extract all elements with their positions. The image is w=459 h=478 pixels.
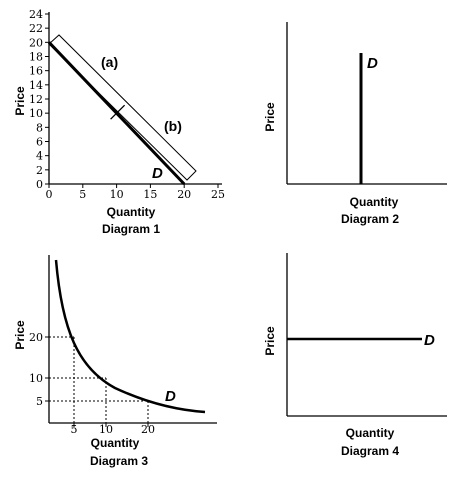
d1-x-tick-label: 20 (177, 188, 191, 201)
d1-x-label: Quantity (107, 205, 156, 219)
diagram-4: D Price Quantity Diagram 4 (263, 253, 447, 458)
d1-x-tick-label: 25 (211, 188, 225, 201)
d2-curve-label: D (367, 55, 378, 72)
d4-x-label: Quantity (346, 426, 395, 440)
d3-y-tick-20: 20 (29, 331, 43, 344)
d1-title: Diagram 1 (102, 222, 160, 236)
d1-y-tick-label: 18 (29, 51, 43, 64)
d4-title: Diagram 4 (341, 444, 399, 458)
d1-midpoint-mark (110, 104, 126, 120)
d1-bracket-box (48, 34, 197, 181)
d4-y-label: Price (263, 326, 277, 356)
d3-x-tick-10: 10 (99, 423, 113, 436)
diagram-2: D Price Quantity Diagram 2 (263, 22, 447, 226)
d1-y-tick-label: 24 (29, 8, 43, 21)
d1-x-tick-label: 0 (46, 188, 53, 201)
d1-label-a: (a) (101, 54, 118, 70)
diagram-3: 20 10 5 5 10 20 D Price Quantity Diagram… (13, 255, 217, 468)
d1-y-tick-label: 0 (36, 178, 43, 191)
d3-title: Diagram 3 (90, 454, 148, 468)
d2-title: Diagram 2 (341, 212, 399, 226)
d1-y-tick-label: 6 (36, 136, 43, 149)
d3-demand-curve (54, 259, 206, 414)
d4-curve-label: D (424, 332, 435, 349)
d1-x-tick-labels: 0 5 10 15 20 25 (46, 188, 226, 201)
d1-ticks (45, 13, 219, 188)
d1-y-tick-label: 22 (29, 22, 43, 35)
d1-label-b: (b) (164, 118, 182, 134)
d1-y-tick-label: 14 (29, 79, 43, 92)
d2-x-label: Quantity (350, 195, 399, 209)
d3-x-tick-5: 5 (71, 423, 78, 436)
d1-x-tick-label: 15 (143, 188, 157, 201)
d3-curve-label: D (165, 388, 176, 405)
d1-y-tick-label: 16 (29, 65, 43, 78)
d1-y-label: Price (13, 86, 27, 116)
d3-axis-ticks (45, 336, 149, 427)
d3-x-tick-20: 20 (141, 423, 155, 436)
d1-x-tick-label: 10 (110, 188, 124, 201)
d1-y-tick-label: 12 (29, 93, 43, 106)
d3-y-tick-5: 5 (36, 395, 43, 408)
d3-y-tick-10: 10 (29, 372, 43, 385)
d1-y-tick-label: 10 (29, 107, 43, 120)
d2-y-label: Price (263, 102, 277, 132)
d1-curve-label: D (152, 165, 163, 182)
d1-y-tick-label: 4 (36, 150, 43, 163)
d1-y-tick-label: 8 (36, 121, 43, 134)
d1-y-tick-label: 2 (36, 164, 43, 177)
d3-guides (49, 336, 149, 423)
d1-y-tick-label: 20 (29, 36, 43, 49)
d3-y-label: Price (13, 320, 27, 350)
d3-x-label: Quantity (91, 436, 140, 450)
d1-x-tick-label: 5 (79, 188, 86, 201)
